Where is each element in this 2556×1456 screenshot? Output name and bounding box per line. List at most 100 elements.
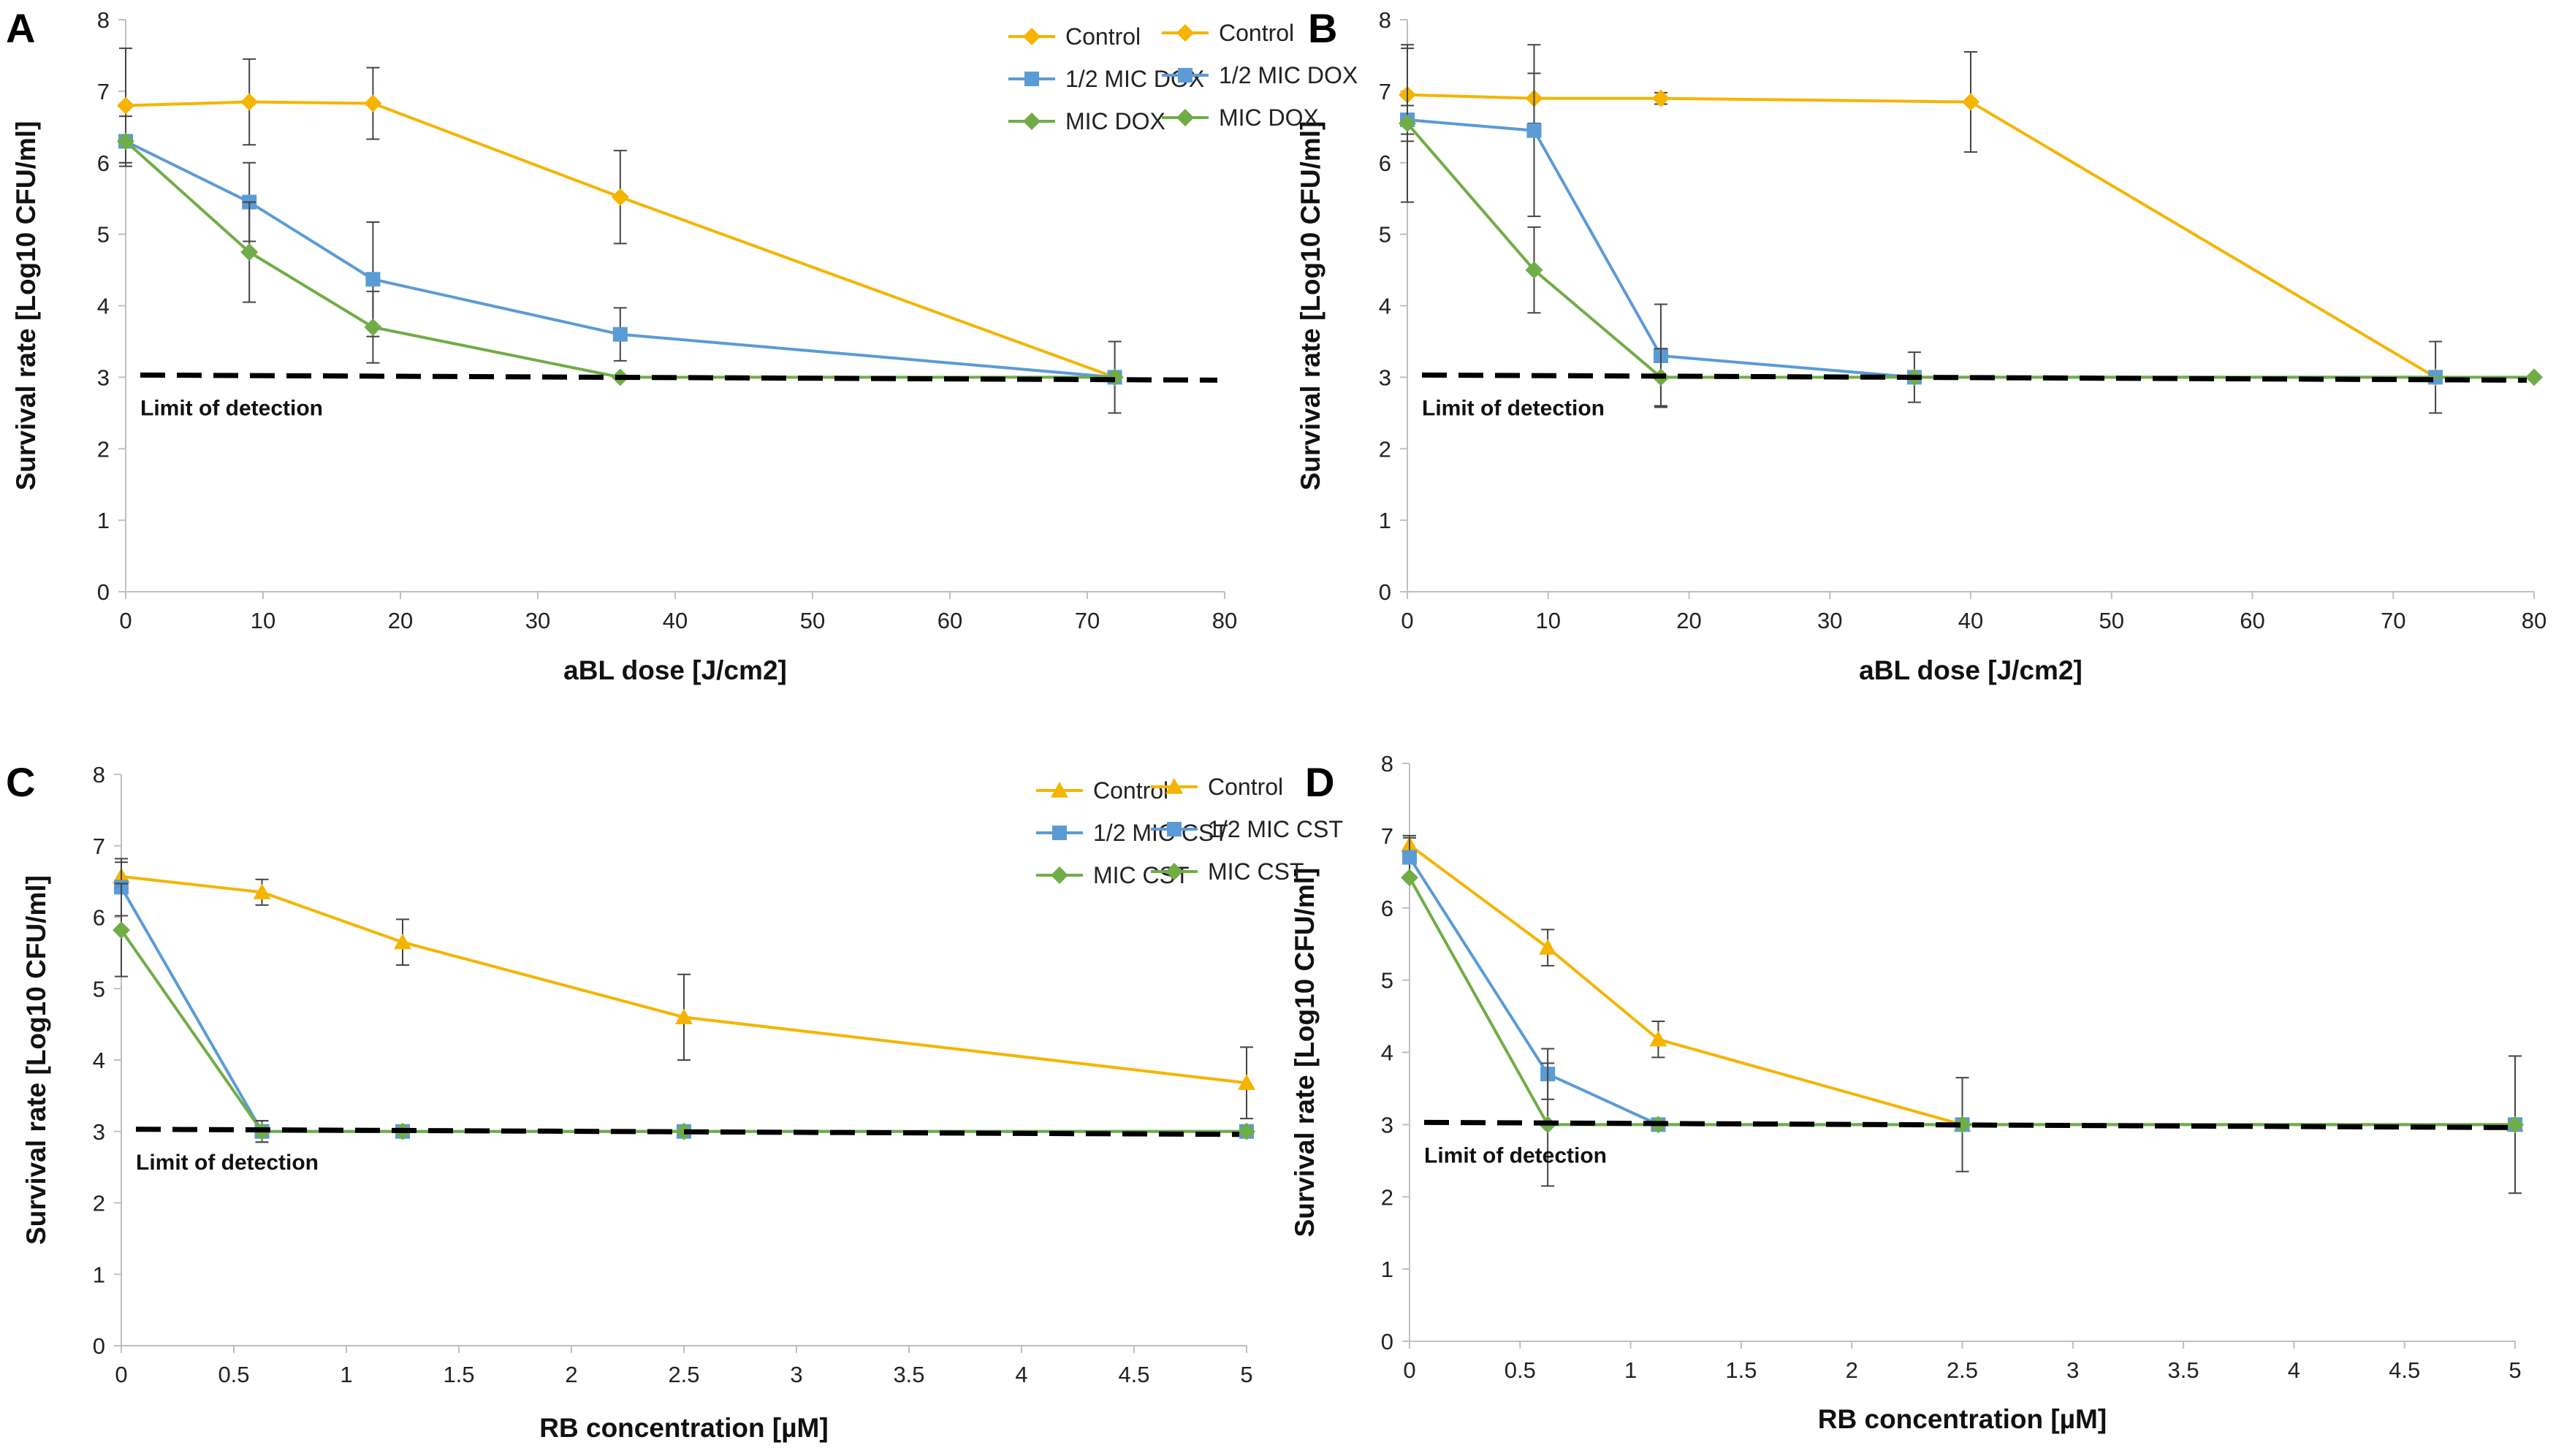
y-tick-label: 2 [1381, 1184, 1393, 1210]
data-point [1525, 261, 1543, 279]
x-tick-label: 4.5 [1118, 1362, 1149, 1387]
y-tick-label: 8 [1379, 7, 1391, 33]
y-tick-label: 8 [97, 7, 110, 33]
chart-panel-c: C 0 1 2 3 4 5 6 7 8 0 0.5 1 1.5 2 2.5 3 3.5 4 4.5 5 RB concen… [6, 759, 1255, 1443]
x-tick-label: 4 [1015, 1362, 1027, 1387]
legend-item: 1/2 MIC CST [1036, 820, 1228, 846]
series-line [1407, 93, 2437, 379]
y-tick-label: 0 [93, 1333, 105, 1359]
x-axis-label: RB concentration [µM] [539, 1413, 828, 1443]
legend-marker [1023, 28, 1041, 45]
x-axis-label: RB concentration [µM] [1818, 1404, 2107, 1434]
x-tick-label: 20 [388, 608, 413, 633]
legend-label: MIC DOX [1065, 108, 1165, 134]
x-tick-label: 10 [1536, 608, 1561, 633]
legend-label: Control [1065, 23, 1141, 50]
data-point [2506, 1116, 2524, 1134]
y-tick-label: 6 [1379, 150, 1391, 176]
x-tick-label: 3.5 [2168, 1357, 2199, 1383]
x-tick-label: 2.5 [668, 1362, 699, 1387]
legend-marker [1024, 72, 1039, 86]
x-tick-label: 30 [525, 608, 550, 633]
data-point [253, 883, 271, 899]
data-point [240, 243, 259, 262]
legend-label: MIC CST [1208, 858, 1304, 885]
data-point [1526, 123, 1542, 138]
y-tick-label: 1 [1379, 508, 1391, 533]
data-point [2525, 368, 2543, 386]
legend-item: MIC DOX [1162, 104, 1319, 131]
data-point [1649, 1030, 1667, 1047]
legend-marker [1051, 782, 1068, 798]
x-tick-label: 40 [663, 608, 688, 633]
x-tick-label: 1.5 [1725, 1357, 1757, 1383]
legend-item: MIC CST [1151, 858, 1304, 885]
x-tick-label: 4.5 [2389, 1357, 2420, 1383]
x-tick-label: 20 [1676, 608, 1701, 633]
x-axis-label: aBL dose [J/cm2] [1859, 655, 2083, 685]
x-tick-label: 80 [1212, 608, 1237, 633]
data-point [240, 93, 259, 111]
data-point [364, 94, 382, 113]
legend-item: 1/2 MIC DOX [1162, 62, 1358, 88]
legend-label: 1/2 MIC CST [1093, 820, 1228, 846]
y-axis-label: Survival rate [Log10 CFU/ml] [21, 875, 51, 1245]
y-tick-label: 4 [1381, 1040, 1393, 1066]
data-point [612, 327, 628, 342]
x-tick-label: 0 [1403, 1357, 1415, 1383]
data-point [394, 933, 411, 950]
legend-marker [1176, 24, 1194, 42]
y-tick-label: 7 [1379, 79, 1391, 104]
data-point [117, 96, 134, 115]
legend-item: 1/2 MIC DOX [1008, 66, 1204, 92]
chart-panel-d: D 0 1 2 3 4 5 6 7 8 0 0.5 1 1.5 2 2.5 3 3.5 4 4.5 5 RB concen… [1151, 751, 2524, 1434]
x-tick-label: 2 [1846, 1357, 1858, 1383]
y-tick-label: 6 [93, 905, 105, 931]
x-tick-label: 10 [251, 608, 275, 633]
y-tick-label: 0 [97, 579, 110, 605]
legend-marker [1176, 109, 1194, 126]
data-point [1651, 89, 1670, 107]
legend-item: MIC DOX [1008, 108, 1165, 134]
series-line [1407, 118, 2436, 379]
panel-letter-a: A [6, 5, 35, 51]
lod-line [140, 372, 1218, 383]
lod-line [1421, 372, 2528, 383]
x-tick-label: 5 [2509, 1357, 2521, 1383]
y-tick-label: 2 [1379, 436, 1391, 462]
legend-label: 1/2 MIC CST [1208, 816, 1343, 842]
legend-marker [1167, 822, 1182, 836]
legend-label: Control [1219, 20, 1294, 46]
x-tick-label: 30 [1817, 608, 1842, 633]
x-tick-label: 70 [1075, 608, 1100, 633]
x-axis-label: aBL dose [J/cm2] [563, 655, 787, 685]
y-tick-label: 3 [97, 365, 110, 390]
x-tick-label: 0.5 [218, 1362, 249, 1387]
x-tick-label: 3 [2066, 1357, 2079, 1383]
x-tick-label: 40 [1958, 608, 1983, 633]
series-line [1406, 122, 2534, 379]
data-point [611, 188, 629, 206]
x-tick-label: 60 [937, 608, 962, 633]
data-point [1399, 114, 1416, 132]
data-point [1953, 1116, 1971, 1134]
y-tick-label: 1 [93, 1262, 105, 1287]
y-tick-label: 3 [1379, 365, 1391, 390]
data-point [1539, 939, 1557, 955]
y-tick-label: 6 [97, 150, 110, 176]
legend-item: Control [1162, 20, 1294, 46]
lod-line [135, 1127, 1240, 1137]
y-tick-label: 5 [97, 222, 110, 248]
y-tick-label: 3 [1381, 1112, 1393, 1137]
y-tick-label: 0 [1381, 1329, 1393, 1354]
legend-item: Control [1151, 774, 1283, 800]
data-point [364, 318, 382, 336]
legend-item: MIC CST [1036, 862, 1190, 888]
series-control [1401, 836, 2524, 1194]
lod-label: Limit of detection [136, 1151, 319, 1175]
x-tick-label: 0.5 [1505, 1357, 1536, 1383]
y-tick-label: 4 [93, 1048, 105, 1073]
y-tick-label: 7 [1381, 823, 1393, 849]
y-tick-label: 2 [97, 436, 110, 462]
